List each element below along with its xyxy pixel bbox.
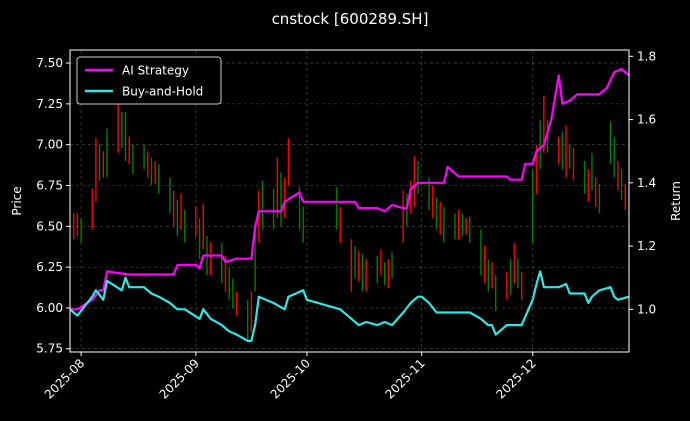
y-tick-label: 7.50: [36, 56, 63, 70]
y-tick-label: 6.00: [36, 301, 63, 315]
y2-tick-label: 1.4: [637, 176, 656, 190]
y-tick-label: 7.00: [36, 138, 63, 152]
y-axis-right: 1.0 1.2 1.4 1.6 1.8: [629, 49, 656, 316]
plot-frame: [69, 49, 630, 353]
y-axis-label: Price: [10, 186, 24, 215]
legend: AI Strategy Buy-and-Hold: [76, 56, 222, 105]
legend-label-buy-and-hold: Buy-and-Hold: [122, 85, 203, 99]
chart-title: cnstock [600289.SH]: [272, 10, 429, 28]
y-tick-label: 7.25: [36, 97, 63, 111]
y2-axis-label: Return: [669, 181, 683, 221]
y2-tick-label: 1.2: [637, 239, 656, 253]
y2-tick-label: 1.8: [637, 49, 656, 63]
y-tick-label: 6.75: [36, 178, 63, 192]
series-line-buy-and-hold: [69, 270, 630, 342]
y-axis-left: 5.75 6.00 6.25 6.50 6.75 7.00 7.25 7.50: [36, 56, 70, 356]
y-tick-label: 5.75: [36, 342, 63, 356]
return-lines: [69, 67, 630, 342]
candlestick-series: [73, 95, 626, 341]
y2-tick-label: 1.0: [637, 302, 656, 316]
series-line-ai-strategy: [70, 67, 630, 311]
y-tick-label: 6.25: [36, 260, 63, 274]
y-tick-label: 6.50: [36, 219, 63, 233]
y2-tick-label: 1.6: [637, 113, 656, 127]
legend-label-ai-strategy: AI Strategy: [122, 64, 189, 78]
